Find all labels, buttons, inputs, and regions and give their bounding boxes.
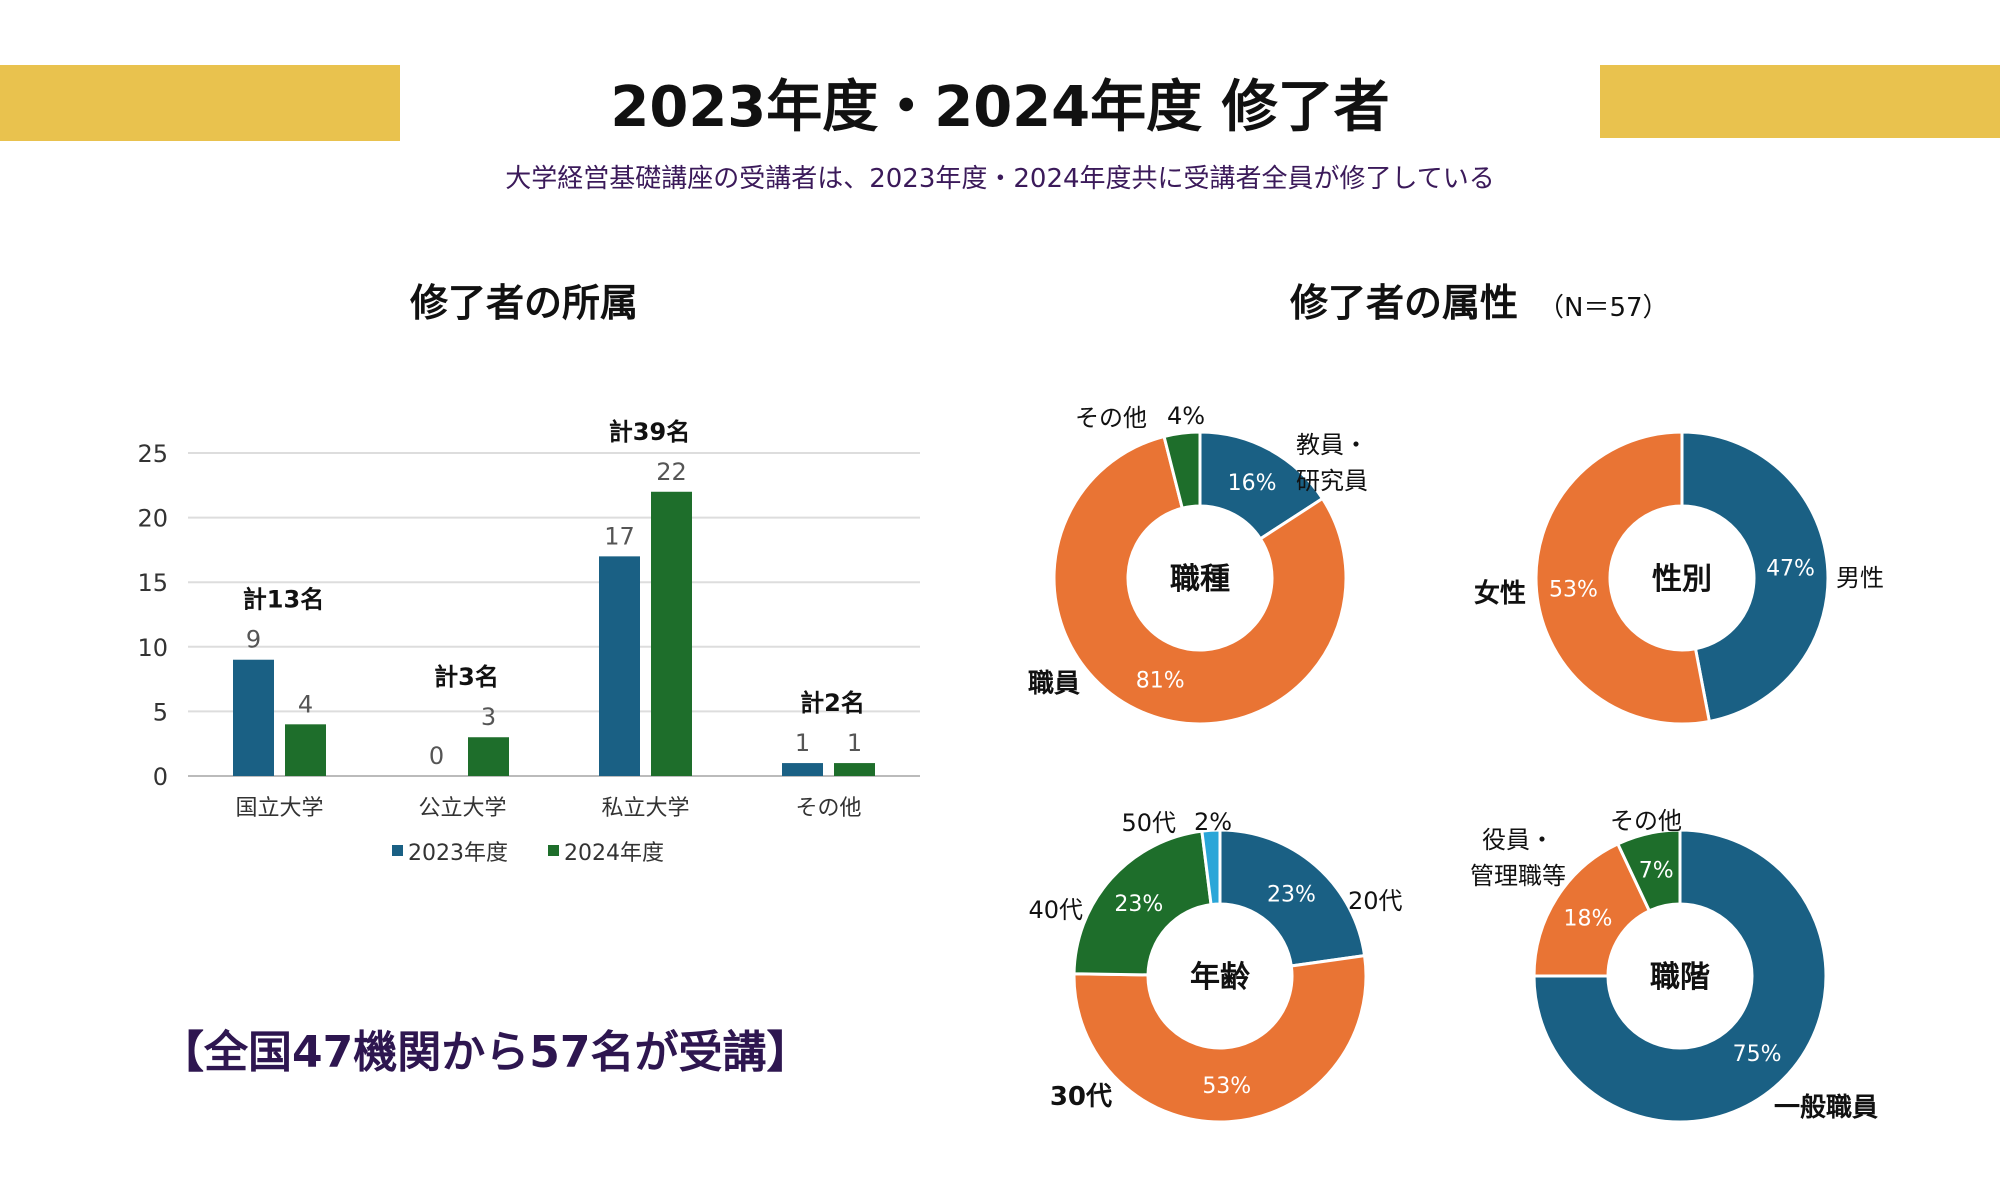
donut-center-label: 職種	[1170, 562, 1230, 597]
bar-value-label: 9	[246, 626, 261, 654]
donut-slice	[1072, 829, 1213, 977]
donut-slice	[1532, 841, 1652, 978]
donut-slice	[1615, 828, 1682, 913]
x-category-label: 私立大学	[601, 796, 689, 821]
slice-category-label: 研究員	[1296, 467, 1368, 495]
legend-label: 2023年度	[408, 841, 508, 866]
donut-slice	[1072, 953, 1368, 1124]
summary-note: 【全国47機関から57名が受講】	[160, 1027, 811, 1078]
bar-2024年度	[285, 724, 326, 776]
slice-category-label: 50代	[1121, 809, 1176, 837]
slice-category-label: 教員・	[1296, 431, 1368, 459]
bar-total-label: 計13名	[243, 586, 324, 614]
section-title-attributes-text: 修了者の属性	[1290, 281, 1519, 325]
bar-2024年度	[834, 763, 875, 776]
slice-percent-label: 4%	[1167, 402, 1205, 430]
x-category-label: 公立大学	[418, 796, 506, 821]
page-subtitle: 大学経営基礎講座の受講者は、2023年度・2024年度共に受講者全員が修了してい…	[505, 164, 1495, 194]
legend-swatch	[548, 845, 559, 856]
slice-percent-label: 18%	[1564, 907, 1613, 932]
y-tick-label: 5	[153, 698, 168, 726]
slice-category-label: 女性	[1474, 578, 1526, 609]
slice-category-label: 20代	[1348, 887, 1403, 915]
bar-2023年度	[782, 763, 823, 776]
bar-value-label: 1	[795, 729, 810, 757]
slice-category-label: 一般職員	[1774, 1093, 1878, 1123]
section-title-affiliation: 修了者の所属	[410, 281, 639, 325]
slice-category-label: 職員	[1028, 669, 1080, 699]
slice-percent-label: 53%	[1202, 1074, 1251, 1099]
slice-percent-label: 23%	[1267, 883, 1316, 908]
slice-category-label: 管理職等	[1470, 862, 1566, 890]
y-tick-label: 25	[137, 440, 168, 468]
bar-value-label: 1	[847, 729, 862, 757]
bar-value-label: 3	[481, 703, 496, 731]
bar-2023年度	[599, 556, 640, 776]
donut-center-label: 年齢	[1190, 960, 1250, 995]
slice-percent-label: 81%	[1136, 668, 1185, 693]
slice-category-label: 30代	[1050, 1082, 1112, 1112]
slice-percent-label: 23%	[1114, 892, 1163, 917]
section-title-attributes: 修了者の属性 （N＝57）	[1290, 272, 1669, 327]
donut-slice	[1532, 828, 1828, 1124]
donut-center-label: 性別	[1652, 562, 1712, 597]
bar-total-label: 計2名	[800, 689, 865, 717]
bar-2024年度	[651, 491, 692, 776]
slice-percent-label: 2%	[1194, 808, 1232, 836]
legend-label: 2024年度	[564, 841, 664, 866]
bar-2024年度	[468, 737, 509, 776]
sample-size-label: （N＝57）	[1538, 293, 1669, 323]
bar-total-label: 計39名	[609, 418, 690, 446]
slice-category-label: 役員・	[1482, 826, 1554, 854]
bar-value-label: 17	[604, 522, 635, 550]
donut-slice	[1052, 434, 1348, 726]
y-tick-label: 20	[137, 505, 168, 533]
accent-bar-right	[1600, 65, 2000, 138]
slice-category-label: 男性	[1836, 564, 1884, 592]
donut-slice	[1218, 828, 1367, 968]
bar-total-label: 計3名	[434, 663, 499, 691]
accent-bar-left	[0, 65, 400, 141]
x-category-label: その他	[795, 796, 861, 821]
y-tick-label: 10	[137, 634, 168, 662]
slice-percent-label: 47%	[1766, 557, 1815, 582]
bar-2023年度	[233, 659, 274, 776]
slice-category-label: その他	[1610, 807, 1682, 835]
slice-percent-label: 75%	[1733, 1042, 1782, 1067]
slice-category-label: 40代	[1028, 896, 1083, 924]
donut-center-label: 職階	[1650, 960, 1710, 995]
donut-slice	[1680, 430, 1830, 724]
slice-percent-label: 53%	[1549, 577, 1598, 602]
x-category-label: 国立大学	[235, 796, 323, 821]
y-tick-label: 15	[137, 569, 168, 597]
donut-slice	[1534, 430, 1712, 726]
slice-category-label: その他	[1075, 404, 1147, 432]
bar-value-label: 0	[429, 742, 444, 770]
y-tick-label: 0	[153, 763, 168, 791]
bar-value-label: 22	[656, 458, 687, 486]
slice-percent-label: 16%	[1228, 471, 1277, 496]
slice-percent-label: 7%	[1639, 859, 1674, 884]
bar-value-label: 4	[298, 690, 313, 718]
donut-slice	[1162, 430, 1202, 511]
page-title: 2023年度・2024年度 修了者	[610, 75, 1390, 140]
legend-swatch	[392, 845, 403, 856]
donut-slice	[1200, 828, 1222, 907]
